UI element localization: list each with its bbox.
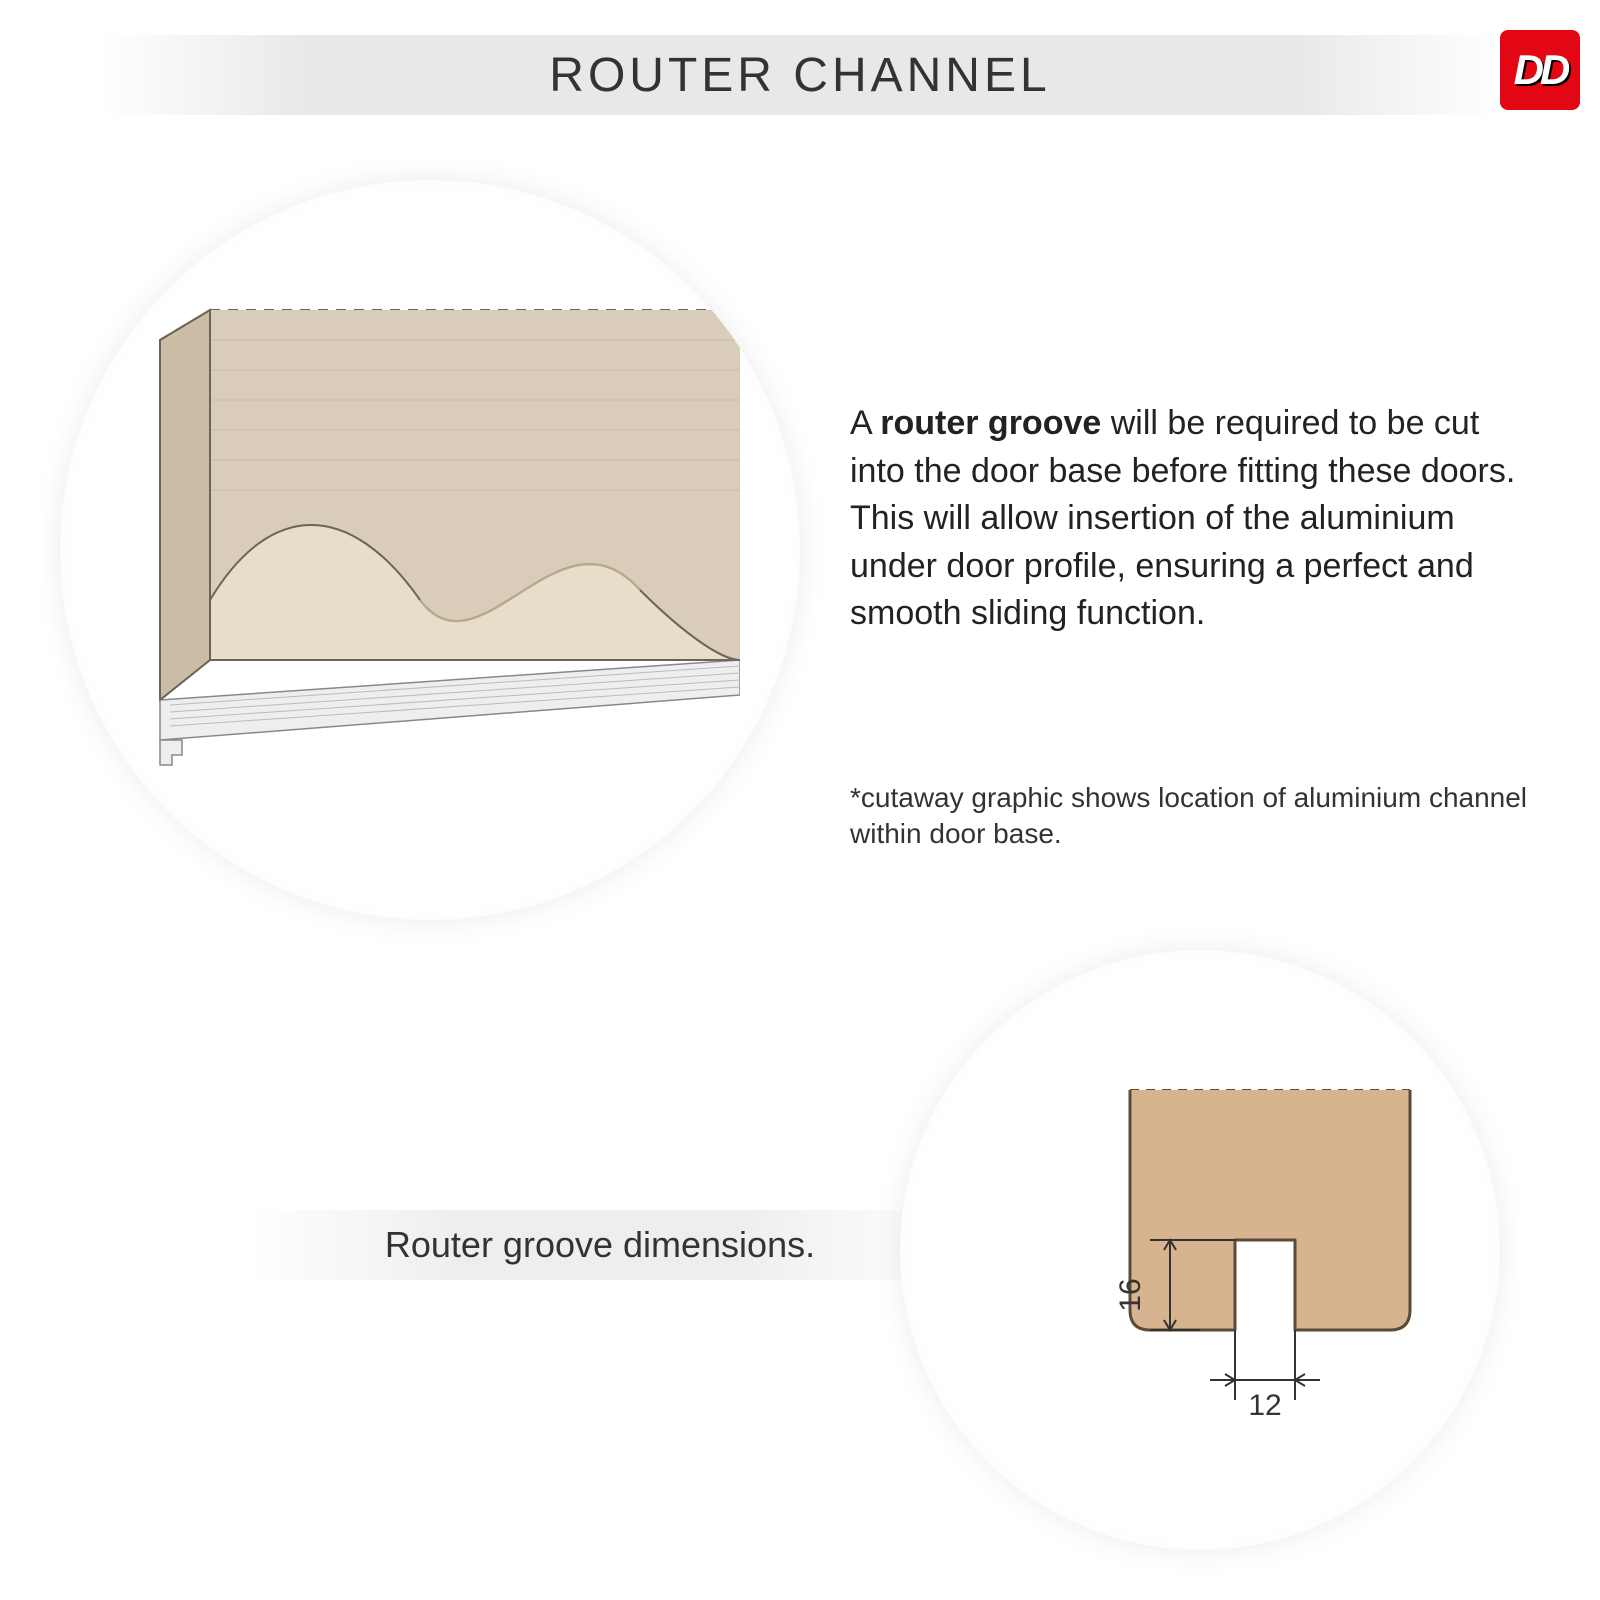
- dimensions-label-bar: Router groove dimensions.: [250, 1210, 950, 1280]
- cross-section-diagram: 16 12: [1040, 1060, 1420, 1440]
- brand-logo-text: DD: [1514, 46, 1567, 94]
- dimensions-label: Router groove dimensions.: [385, 1224, 815, 1266]
- page-title: ROUTER CHANNEL: [549, 48, 1050, 103]
- cutaway-illustration: [120, 300, 740, 800]
- footnote-text: *cutaway graphic shows location of alumi…: [850, 780, 1530, 853]
- cutaway-circle: [60, 180, 800, 920]
- dim-width-value: 12: [1248, 1389, 1281, 1422]
- brand-logo: DD: [1500, 30, 1580, 110]
- cross-section-circle: 16 12: [900, 950, 1500, 1550]
- dim-depth-value: 16: [1114, 1278, 1147, 1311]
- header-bar: ROUTER CHANNEL: [100, 35, 1500, 115]
- desc-prefix: A: [850, 404, 880, 442]
- desc-bold: router groove: [880, 404, 1101, 442]
- description-text: A router groove will be required to be c…: [850, 400, 1530, 638]
